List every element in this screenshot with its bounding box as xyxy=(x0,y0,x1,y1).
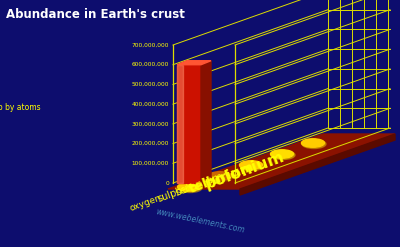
Text: 0: 0 xyxy=(165,181,169,185)
Polygon shape xyxy=(177,61,211,65)
Text: 300,000,000: 300,000,000 xyxy=(132,121,169,126)
Polygon shape xyxy=(201,61,211,183)
Text: tellurium: tellurium xyxy=(187,160,256,196)
Polygon shape xyxy=(177,65,183,183)
Polygon shape xyxy=(240,134,395,195)
Ellipse shape xyxy=(270,150,294,158)
Text: Abundance in Earth's crust: Abundance in Earth's crust xyxy=(6,8,185,21)
Text: 600,000,000: 600,000,000 xyxy=(132,62,169,67)
Ellipse shape xyxy=(209,172,233,182)
Ellipse shape xyxy=(302,139,324,147)
Text: 500,000,000: 500,000,000 xyxy=(132,82,169,87)
Ellipse shape xyxy=(240,161,262,169)
Text: 200,000,000: 200,000,000 xyxy=(132,141,169,146)
Text: ppb by atoms: ppb by atoms xyxy=(0,103,40,112)
Ellipse shape xyxy=(178,183,200,191)
Text: 400,000,000: 400,000,000 xyxy=(132,102,169,107)
Text: oxygen: oxygen xyxy=(129,193,163,213)
Polygon shape xyxy=(177,65,201,183)
Text: sulphur: sulphur xyxy=(156,182,194,204)
Text: 100,000,000: 100,000,000 xyxy=(132,161,169,166)
Text: selenium: selenium xyxy=(174,171,225,198)
Ellipse shape xyxy=(302,140,326,148)
Polygon shape xyxy=(168,134,395,189)
Ellipse shape xyxy=(271,150,295,160)
Text: polonium: polonium xyxy=(203,149,287,192)
Ellipse shape xyxy=(208,172,232,180)
Ellipse shape xyxy=(178,184,202,192)
Text: www.webelements.com: www.webelements.com xyxy=(155,207,245,235)
Text: 700,000,000: 700,000,000 xyxy=(132,42,169,47)
Ellipse shape xyxy=(240,162,264,170)
